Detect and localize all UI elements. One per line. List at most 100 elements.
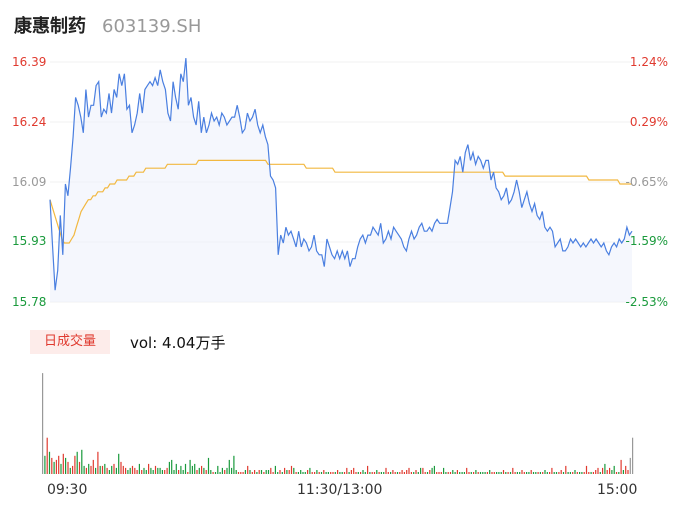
volume-bar [609,467,611,474]
volume-bar [399,472,401,474]
volume-bar [256,472,258,474]
volume-bar [512,467,514,474]
volume-bar [599,472,601,474]
volume-bar [371,472,373,474]
volume-bar [101,465,104,474]
volume-bar [620,459,622,474]
volume-bar [237,472,240,474]
volume-bar [178,470,180,474]
volume-bar [373,472,376,474]
volume-bar [353,467,355,474]
volume-bar [558,472,560,474]
pct-axis-label-2: 0.29% [629,115,668,129]
volume-bar [406,470,408,474]
volume-bar [201,465,203,474]
volume-bar [270,467,272,474]
price-axis-label-5: 15.78 [12,295,47,309]
volume-bar [369,472,371,474]
volume-bar [537,472,539,474]
volume-bar [316,470,318,474]
volume-bar [251,472,253,474]
volume-bar [420,467,422,474]
volume-bar [526,472,528,474]
volume-bar [210,470,212,474]
volume-bar [267,470,270,474]
volume-bar [60,463,62,474]
volume-bar [249,470,251,474]
volume-bar [51,457,53,474]
volume-bar [523,472,525,474]
daily-volume-tab[interactable]: 日成交量 [30,330,110,354]
volume-bar [173,470,175,474]
volume-bar [629,457,631,474]
volume-bar [426,472,429,474]
volume-bar [168,461,170,474]
volume-bar [279,470,281,474]
volume-bar [569,472,571,474]
volume-bar [217,465,219,474]
volume-bar [74,455,76,474]
volume-bar [171,459,173,474]
volume-bar [592,472,594,474]
volume-bar [240,472,242,474]
time-label-midday: 11:30/13:00 [297,482,383,498]
volume-bar [606,470,608,474]
volume-bar [304,472,306,474]
volume-bar [447,472,449,474]
volume-bar [78,461,81,474]
volume-readout: vol: 4.04万手 [130,334,226,352]
volume-bar [244,470,246,474]
volume-bar [546,472,548,474]
volume-bar [367,465,369,474]
volume-bar [302,472,304,474]
volume-bar [551,467,553,474]
volume-bar [286,470,288,474]
volume-bar [449,472,452,474]
volume-bar [567,472,569,474]
volume-bar [574,470,576,474]
volume-bar [424,472,426,474]
pct-axis-label-3: -0.65% [625,175,668,189]
volume-bar [108,470,110,474]
volume-bar [565,465,567,474]
volume-bar [214,472,217,474]
volume-bar [314,472,316,474]
volume-bar [505,472,507,474]
volume-bar [337,470,339,474]
volume-bar [560,470,562,474]
price-axis-label-2: 16.24 [12,115,47,129]
volume-bar [461,472,463,474]
volume-bar [191,465,193,474]
volume-bar [161,470,163,474]
volume-bar [221,467,223,474]
volume-bar [207,457,210,474]
volume-bar [224,470,226,474]
volume-bar [410,472,412,474]
volume-bar [90,465,92,474]
volume-bar [72,465,74,474]
volume-bar [113,463,115,474]
volume-bar [127,470,129,474]
volume-bar [219,472,221,474]
volume-bar [549,472,551,474]
volume-bar [493,472,495,474]
volume-bar [431,467,433,474]
volume-bar [385,467,387,474]
volume-bar [482,472,484,474]
volume-bar [555,472,558,474]
volume-bar [484,472,486,474]
volume-bar [300,470,302,474]
volume-bar [519,472,521,474]
volume-bar [454,472,456,474]
volume-bar [468,472,470,474]
volume-bar [115,467,117,474]
volume-bar [408,467,410,474]
volume-bar [341,472,343,474]
volume-bar [48,451,51,474]
volume-bar [496,472,498,474]
volume-bar [403,472,405,474]
volume-bar [394,472,396,474]
volume-bar [307,470,309,474]
volume-bar [129,467,131,474]
